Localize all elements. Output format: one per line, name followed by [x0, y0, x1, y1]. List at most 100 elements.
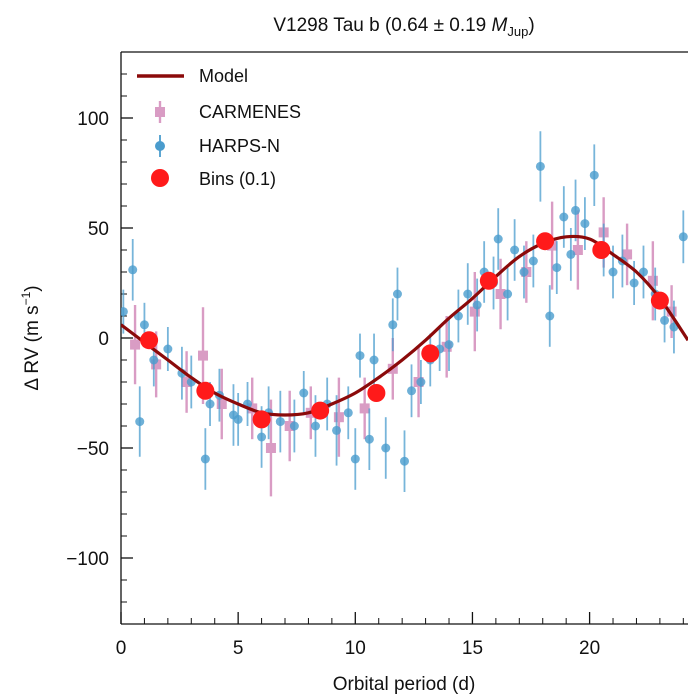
harpsn-point [463, 289, 473, 299]
harpsn-point [233, 414, 243, 424]
harpsn-point [355, 351, 365, 361]
x-tick-label: 0 [116, 638, 127, 659]
carmenes-point [265, 443, 276, 453]
harpsn-point [559, 212, 569, 222]
carmenes-point [198, 350, 209, 361]
carmenes-point [647, 275, 658, 286]
y-tick-label: −50 [77, 439, 109, 460]
harpsn-point [472, 300, 482, 310]
chart-title-main: V1298 Tau b (0.64 ± 0.19 [273, 15, 491, 36]
harpsn-point [128, 265, 138, 275]
harpsn-point [580, 219, 590, 229]
harpsn-point [364, 434, 374, 444]
bin-point [367, 384, 386, 402]
harpsn-point [571, 205, 581, 215]
legend-model-label: Model [199, 66, 248, 86]
harpsn-point [163, 344, 173, 354]
bin-point [421, 344, 440, 363]
y-tick-label: 100 [77, 109, 109, 130]
x-tick-label: 5 [233, 638, 244, 659]
harpsn-point [519, 267, 529, 277]
x-tick-label: 10 [345, 638, 366, 659]
legend-harpsn-swatch [155, 135, 165, 157]
bin-point [196, 381, 215, 400]
harpsn-point [589, 170, 599, 180]
y-tick-label: −100 [66, 549, 109, 570]
harpsn-point [392, 289, 402, 299]
legend-carmenes-label: CARMENES [199, 102, 301, 122]
carmenes-point [151, 359, 162, 370]
y-axis-label-main: Δ RV (m s [22, 305, 43, 390]
carmenes-point [495, 289, 506, 299]
harpsn-point [660, 315, 670, 325]
carmenes-point [359, 403, 370, 414]
harpsn-point [275, 417, 285, 427]
harpsn-point [121, 307, 128, 317]
axis-tick-labels: 0 5 10 15 20 −100 −50 0 50 100 [66, 109, 600, 659]
harpsn-point [638, 267, 648, 277]
harpsn-point [299, 388, 309, 398]
harpsn-point [135, 417, 145, 427]
bin-point [650, 291, 669, 310]
y-axis-label: Δ RV (m s−1) [19, 285, 43, 390]
legend-harpsn-label: HARPS-N [199, 136, 280, 156]
harpsn-point [343, 408, 353, 418]
bin-point [536, 232, 555, 251]
carmenes-point [130, 339, 141, 350]
bin-point [252, 410, 271, 429]
harpsn-point [629, 278, 639, 288]
carmenes-point [284, 421, 295, 431]
harpsn-point [381, 443, 391, 453]
bin-point [592, 241, 611, 259]
y-tick-label: 50 [88, 219, 109, 240]
carmenes-point [216, 399, 227, 409]
harpsn-point [289, 421, 299, 431]
harpsn-series [121, 131, 688, 492]
harpsn-point [678, 232, 688, 242]
y-axis-label-close: ) [22, 285, 43, 291]
harpsn-point [257, 432, 267, 442]
harpsn-point [493, 234, 503, 244]
carmenes-point [622, 249, 633, 260]
legend-bins-swatch [151, 169, 169, 187]
bins-series [140, 232, 669, 429]
carmenes-point [469, 306, 480, 317]
harpsn-point [332, 425, 342, 435]
carmenes-point [666, 306, 677, 317]
harpsn-point [545, 311, 555, 321]
x-tick-label: 20 [579, 638, 600, 659]
carmenes-point [572, 245, 583, 255]
harpsn-point [310, 421, 320, 431]
model-line [121, 234, 688, 417]
y-tick-label: 0 [98, 329, 109, 350]
carmenes-point [181, 377, 192, 387]
legend: Model CARMENES HARPS-N Bins (0.1) [137, 66, 301, 189]
axis-ticks [120, 73, 684, 624]
harpsn-point [149, 355, 159, 365]
y-axis-label-sup: −1 [19, 291, 33, 305]
harpsn-point [566, 249, 576, 259]
carmenes-point [333, 412, 344, 423]
legend-harpsn-marker [155, 141, 165, 151]
x-tick-label: 15 [462, 638, 483, 659]
legend-bins-label: Bins (0.1) [199, 169, 276, 189]
harpsn-point [535, 161, 545, 171]
harpsn-point [407, 386, 417, 396]
harpsn-point [200, 454, 210, 464]
bin-point [311, 401, 330, 420]
legend-carmenes-marker [155, 107, 165, 117]
harpsn-point [528, 256, 538, 266]
chart-title-close: ) [528, 15, 534, 36]
bin-point [479, 271, 498, 290]
chart-title-mass: M [492, 15, 508, 36]
harpsn-point [388, 320, 398, 330]
x-axis-label: Orbital period (d) [333, 674, 476, 695]
harpsn-point [400, 456, 409, 466]
harpsn-point [139, 320, 149, 330]
harpsn-point [205, 399, 215, 409]
harpsn-point [444, 340, 454, 350]
harpsn-point [608, 267, 618, 277]
harpsn-point [369, 355, 379, 365]
harpsn-point [350, 454, 360, 464]
